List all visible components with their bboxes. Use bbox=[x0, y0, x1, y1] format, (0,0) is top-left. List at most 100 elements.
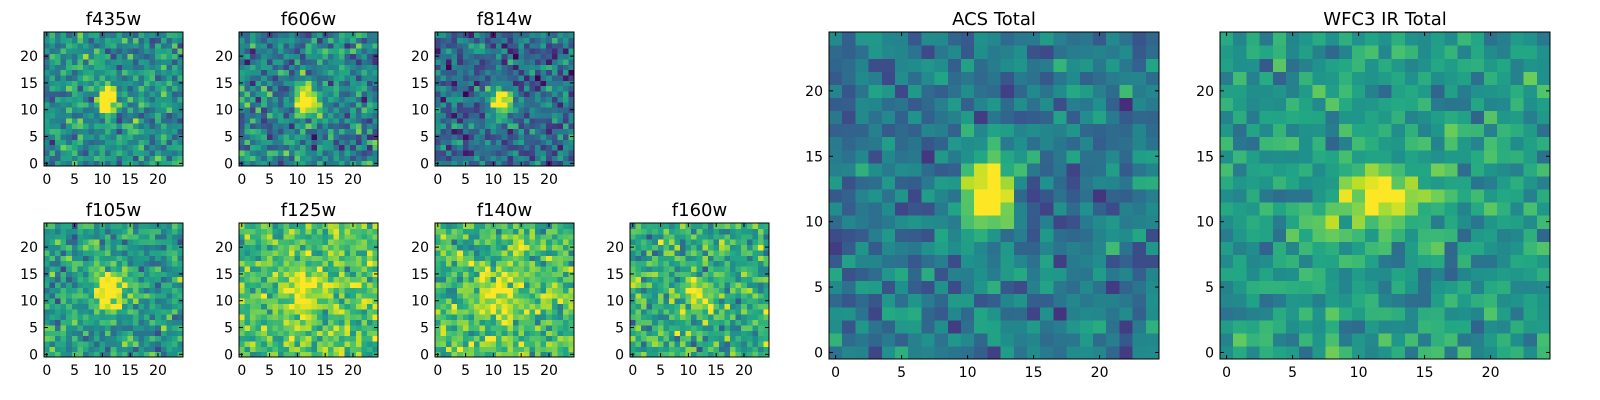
pixel-cell bbox=[529, 155, 536, 162]
pixel-cell bbox=[462, 244, 469, 251]
pixel-cell bbox=[350, 340, 357, 347]
pixel-cell bbox=[540, 128, 547, 135]
pixel-cell bbox=[339, 53, 346, 60]
pixel-cell bbox=[641, 276, 648, 283]
pixel-cell bbox=[657, 244, 664, 251]
pixel-cell bbox=[116, 308, 123, 315]
pixel-cell bbox=[518, 239, 525, 246]
pixel-cell bbox=[244, 255, 251, 262]
pixel-cell bbox=[718, 281, 726, 288]
pixel-cell bbox=[250, 335, 257, 342]
pixel-cell bbox=[44, 233, 51, 240]
pixel-cell bbox=[160, 149, 167, 156]
pixel-cell bbox=[485, 144, 492, 151]
pixel-cell bbox=[160, 85, 167, 92]
pixel-cell bbox=[523, 228, 531, 235]
pixel-cell bbox=[277, 149, 285, 156]
pixel-cell bbox=[294, 265, 301, 272]
pixel-cell bbox=[512, 32, 519, 38]
pixel-cell bbox=[657, 335, 664, 342]
pixel-cell bbox=[674, 303, 681, 310]
pixel-cell bbox=[718, 303, 726, 310]
pixel-cell bbox=[523, 340, 531, 347]
pixel-cell bbox=[289, 85, 296, 92]
pixel-cell bbox=[94, 233, 101, 240]
pixel-cell bbox=[311, 324, 318, 331]
pixel-cell bbox=[457, 308, 464, 315]
pixel-cell bbox=[171, 74, 179, 81]
pixel-cell bbox=[77, 239, 84, 246]
pixel-cell bbox=[657, 292, 664, 299]
pixel-cell bbox=[366, 117, 374, 124]
pixel-cell bbox=[507, 276, 514, 283]
pixel-cell bbox=[155, 228, 162, 235]
pixel-cell bbox=[1053, 345, 1068, 360]
pixel-cell bbox=[1119, 202, 1134, 216]
pixel-cell bbox=[668, 298, 676, 304]
pixel-cell bbox=[132, 123, 140, 130]
pixel-cell bbox=[535, 346, 542, 353]
pixel-cell bbox=[322, 308, 329, 315]
pixel-cell bbox=[987, 280, 1002, 295]
pixel-cell bbox=[322, 80, 329, 87]
pixel-cell bbox=[355, 37, 362, 44]
pixel-cell bbox=[127, 42, 134, 49]
pixel-cell bbox=[496, 144, 503, 151]
pixel-cell bbox=[496, 37, 503, 44]
pixel-cell bbox=[339, 314, 346, 321]
pixel-cell bbox=[1000, 267, 1015, 282]
pixel-cell bbox=[277, 80, 285, 87]
pixel-cell bbox=[691, 303, 698, 310]
pixel-cell bbox=[149, 101, 156, 108]
pixel-cell bbox=[250, 249, 257, 256]
pixel-cell bbox=[71, 42, 78, 49]
pixel-cell bbox=[490, 58, 497, 65]
pixel-cell bbox=[668, 239, 676, 246]
pixel-cell bbox=[166, 330, 173, 337]
pixel-cell bbox=[49, 223, 56, 229]
pixel-cell bbox=[485, 351, 492, 358]
pixel-cell bbox=[479, 255, 486, 262]
pixel-cell bbox=[746, 324, 753, 331]
pixel-cell bbox=[529, 281, 536, 288]
pixel-cell bbox=[289, 149, 296, 156]
pixel-cell bbox=[88, 324, 95, 331]
pixel-cell bbox=[132, 255, 140, 262]
pixel-cell bbox=[507, 330, 514, 337]
pixel-cell bbox=[261, 239, 268, 246]
pixel-cell bbox=[289, 37, 296, 44]
pixel-cell bbox=[934, 241, 949, 255]
pixel-cell bbox=[757, 314, 765, 321]
pixel-cell bbox=[155, 96, 162, 103]
pixel-cell bbox=[568, 292, 575, 299]
pixel-cell bbox=[507, 123, 514, 130]
pixel-cell bbox=[277, 133, 285, 140]
pixel-cell bbox=[501, 292, 508, 299]
pixel-cell bbox=[696, 335, 703, 342]
pixel-cell bbox=[132, 155, 140, 162]
pixel-cell bbox=[741, 228, 748, 235]
pixel-cell bbox=[485, 139, 492, 146]
pixel-cell bbox=[842, 215, 856, 229]
pixel-cell bbox=[166, 228, 173, 235]
pixel-cell bbox=[250, 74, 257, 81]
pixel-cell bbox=[440, 80, 447, 87]
y-tick-label: 15 bbox=[411, 267, 429, 283]
pixel-cell bbox=[160, 133, 167, 140]
pixel-cell bbox=[895, 267, 909, 282]
pixel-cell bbox=[110, 314, 117, 321]
pixel-cell bbox=[355, 351, 362, 358]
pixel-cell bbox=[829, 280, 843, 295]
pixel-cell bbox=[66, 319, 73, 326]
pixel-cell bbox=[344, 74, 351, 81]
pixel-cell bbox=[630, 281, 637, 288]
pixel-cell bbox=[49, 314, 56, 321]
pixel-cell bbox=[316, 149, 323, 156]
pixel-cell bbox=[60, 117, 67, 124]
pixel-cell bbox=[305, 42, 312, 49]
pixel-cell bbox=[746, 340, 753, 347]
pixel-cell bbox=[294, 319, 301, 326]
pixel-cell bbox=[55, 314, 62, 321]
pixel-cell bbox=[149, 96, 156, 103]
pixel-cell bbox=[55, 228, 62, 235]
